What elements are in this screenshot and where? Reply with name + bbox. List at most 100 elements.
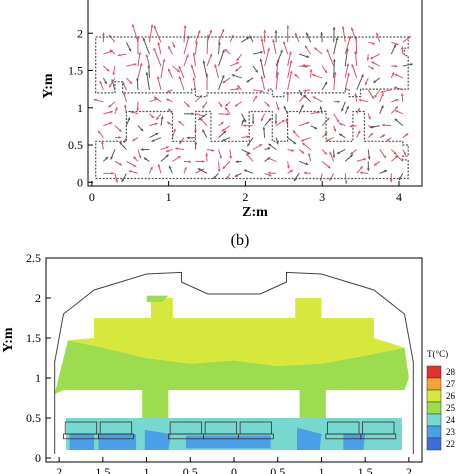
velocity-vector-19 (319, 173, 323, 182)
velocity-vector-146 (224, 107, 231, 115)
velocity-vector-32 (160, 154, 170, 162)
velocity-vector-210 (344, 72, 350, 90)
velocity-vector-1 (114, 173, 118, 183)
colorbar-swatch-25 (426, 401, 442, 415)
panel-b-x-tick-label: 1 (318, 465, 324, 474)
velocity-vector-155 (333, 113, 340, 123)
velocity-vector-7 (183, 166, 187, 174)
velocity-vector-17 (293, 173, 300, 182)
velocity-vector-221 (160, 59, 166, 79)
panel-b-x-tick-label: 1.5 (358, 465, 373, 474)
velocity-vector-229 (246, 77, 254, 83)
panel-b-x-tick-label: 0.5 (270, 465, 285, 474)
velocity-vector-185 (358, 98, 369, 103)
velocity-vector-232 (287, 60, 293, 79)
velocity-vector-237 (344, 63, 350, 79)
panel-a-y-tick-label: 1 (77, 101, 83, 115)
velocity-vector-44 (298, 160, 309, 166)
colorbar-swatch-23 (426, 425, 442, 439)
velocity-vector-288 (304, 45, 312, 55)
velocity-vector-98 (292, 130, 300, 138)
velocity-vector-12 (234, 172, 242, 178)
velocity-vector-175 (252, 95, 258, 103)
velocity-vector-51 (373, 161, 381, 167)
velocity-vector-245 (126, 63, 137, 67)
velocity-vector-6 (168, 165, 173, 174)
velocity-vector-202 (252, 89, 264, 93)
velocity-vector-240 (373, 77, 381, 84)
velocity-vector-108 (103, 122, 113, 127)
velocity-vector-68 (264, 147, 271, 150)
velocity-vector-214 (380, 89, 392, 94)
velocity-vector-156 (344, 105, 350, 114)
velocity-vector-197 (192, 77, 196, 90)
velocity-vector-129 (338, 122, 346, 127)
velocity-vector-89 (186, 136, 196, 140)
velocity-vector-169 (183, 101, 190, 108)
velocity-vector-199 (218, 74, 225, 91)
velocity-vector-320 (368, 41, 376, 45)
velocity-vector-66 (241, 149, 251, 155)
velocity-vector-54 (101, 141, 104, 150)
vector-field-panel: 0 1 2 3 4 0 0.5 1 1.5 2 2.5 Z:m Y:m (41, 0, 423, 220)
velocity-vector-105 (379, 134, 386, 139)
temperature-regions (54, 295, 409, 450)
velocity-vector-287 (298, 53, 310, 58)
velocity-vector-281 (224, 48, 231, 55)
panel-b-x-tick-label: 1.5 (95, 465, 110, 474)
velocity-vector-64 (218, 149, 222, 159)
velocity-vector-73 (321, 149, 328, 156)
velocity-vector-160 (390, 105, 399, 115)
panel-a-x-tick-label: 1 (166, 190, 172, 204)
velocity-vector-82 (114, 135, 122, 139)
panel-a-x-axis-label: Z:m (242, 205, 268, 220)
velocity-vector-84 (132, 137, 139, 142)
velocity-vector-319 (350, 27, 358, 43)
velocity-vector-150 (274, 113, 278, 125)
velocity-vector-119 (221, 125, 231, 132)
velocity-vector-312 (274, 30, 278, 43)
velocity-vector-184 (354, 93, 358, 102)
velocity-vector-298 (108, 34, 116, 43)
colorbar-label: 24 (446, 415, 456, 425)
velocity-vector-125 (298, 121, 310, 127)
velocity-vector-322 (391, 41, 399, 46)
velocity-vector-183 (341, 101, 346, 112)
velocity-vector-40 (245, 153, 254, 162)
velocity-vector-163 (108, 101, 116, 108)
velocity-vector-59 (160, 146, 170, 150)
velocity-vector-134 (394, 118, 404, 127)
velocity-vector-266 (368, 65, 375, 70)
velocity-vector-277 (183, 35, 190, 55)
velocity-vector-77 (367, 149, 371, 160)
velocity-vector-161 (394, 110, 403, 115)
velocity-vector-133 (381, 123, 392, 127)
velocity-vector-246 (137, 51, 142, 67)
panel-a-x-tick-label: 0 (89, 190, 95, 204)
panel-b-y-tick-label: 2 (35, 291, 41, 305)
velocity-vector-238 (351, 64, 358, 79)
colorbar-label: 23 (446, 427, 456, 437)
velocity-vector-148 (251, 113, 255, 125)
panel-a-y-tick-label: 2 (77, 26, 83, 40)
panel-a-ticks: 0 1 2 3 4 0 0.5 1 1.5 2 2.5 (68, 0, 402, 204)
velocity-vector-276 (167, 45, 173, 55)
panel-b-x-tick-label: 0 (231, 465, 237, 474)
panel-a-y-tick-label: 0.5 (68, 138, 83, 152)
velocity-vector-188 (400, 93, 404, 102)
velocity-vector-144 (198, 113, 208, 121)
velocity-vector-29 (126, 160, 137, 168)
velocity-vector-250 (183, 54, 189, 67)
velocity-vector-91 (218, 130, 227, 138)
velocity-vector-306 (206, 29, 213, 43)
velocity-vector-193 (145, 72, 150, 90)
seat-6 (360, 421, 397, 440)
velocity-vector-20 (328, 173, 335, 182)
velocity-vector-23 (359, 171, 369, 175)
velocity-vector-112 (149, 122, 158, 127)
velocity-vector-303 (172, 41, 176, 48)
velocity-vector-300 (131, 24, 139, 43)
velocity-vector-244 (112, 65, 116, 76)
colorbar-title: T(°C) (427, 349, 448, 359)
